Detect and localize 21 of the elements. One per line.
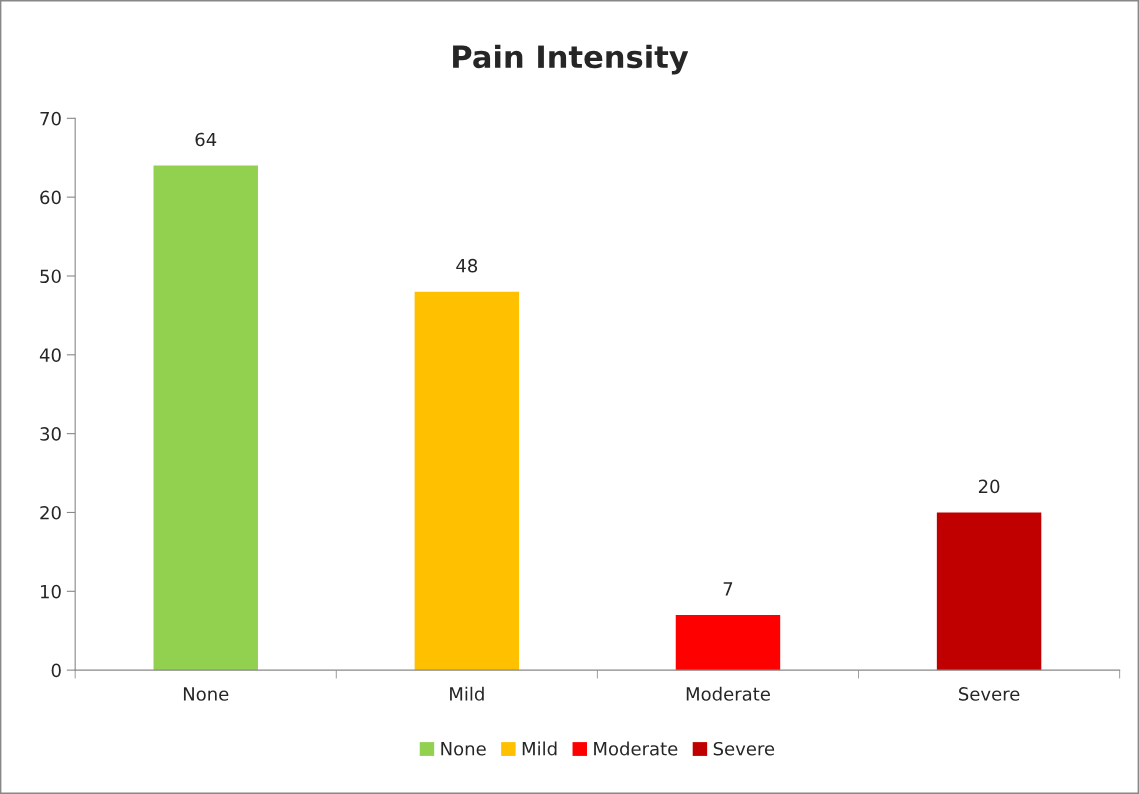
y-tick-label: 0 [51, 663, 61, 678]
data-label: 48 [456, 258, 478, 273]
legend-label: None [441, 742, 486, 756]
y-tick-label: 70 [40, 111, 61, 126]
data-label: 20 [978, 479, 1000, 494]
y-tick-label: 40 [39, 348, 61, 362]
legend-label: Severe [713, 741, 775, 756]
legend-label: Mild [522, 741, 557, 756]
y-tick-label: 20 [40, 505, 61, 520]
chart-title: Pain Intensity [453, 44, 689, 75]
y-tick-label: 50 [40, 269, 61, 284]
data-label: 7 [723, 582, 733, 596]
x-tick-label: Severe [959, 687, 1020, 701]
data-label: 64 [195, 132, 217, 147]
x-tick-label: None [183, 687, 229, 701]
legend-label: Moderate [594, 741, 678, 756]
x-tick-label: Mild [450, 686, 484, 701]
y-tick-label: 30 [40, 427, 61, 441]
x-tick-label: Moderate [686, 686, 770, 701]
y-tick-label: 60 [40, 190, 61, 205]
y-tick-label: 10 [40, 584, 61, 599]
